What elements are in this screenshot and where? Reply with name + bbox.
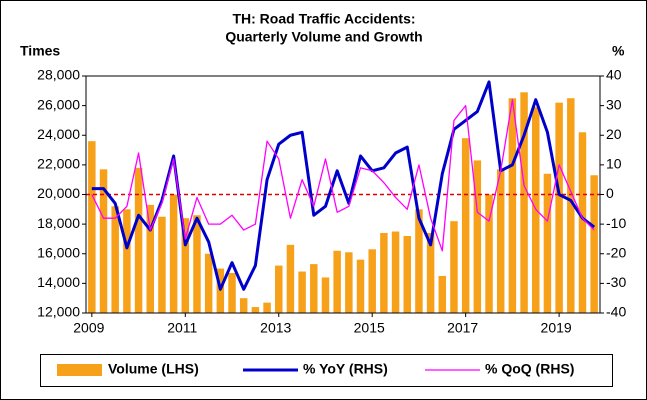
bar <box>310 264 318 313</box>
y2-tick-label: -20 <box>606 244 626 260</box>
bar <box>298 271 306 313</box>
y2-tick-label: 30 <box>606 96 622 112</box>
y2-tick-label: -40 <box>606 304 626 320</box>
legend-box <box>40 354 613 387</box>
y2-tick-label: 20 <box>606 126 622 142</box>
bar <box>123 209 131 313</box>
bar <box>345 252 353 313</box>
bar <box>438 275 447 313</box>
bar <box>391 231 400 313</box>
y-tick-label: 28,000 <box>37 67 80 83</box>
bar <box>146 204 154 313</box>
bar <box>380 233 388 313</box>
bar <box>450 221 458 313</box>
y-tick-label: 14,000 <box>37 274 80 290</box>
bar <box>567 98 575 313</box>
y-tick-label: 22,000 <box>37 156 80 172</box>
legend-swatch <box>57 364 102 376</box>
y-tick-label: 12,000 <box>37 304 80 320</box>
y-tick-label: 26,000 <box>37 96 80 112</box>
bar <box>473 160 482 313</box>
chart-title: Quarterly Volume and Growth <box>225 29 422 45</box>
y-axis-label: Times <box>20 43 60 59</box>
bar <box>251 307 260 313</box>
y-tick-label: 24,000 <box>37 126 80 142</box>
x-tick-label: 2019 <box>541 320 572 336</box>
bar <box>263 302 271 313</box>
y2-tick-label: -30 <box>606 274 626 290</box>
y-tick-label: 18,000 <box>37 215 80 231</box>
legend-label: Volume (LHS) <box>108 361 199 377</box>
bar <box>321 277 330 313</box>
bar <box>508 98 517 313</box>
bar <box>228 273 236 313</box>
y2-tick-label: 40 <box>606 67 622 83</box>
bar <box>239 298 248 313</box>
bar <box>99 169 108 313</box>
chart-title: TH: Road Traffic Accidents: <box>232 11 415 27</box>
bar <box>426 233 435 313</box>
y-tick-label: 20,000 <box>37 185 80 201</box>
bar <box>333 250 341 313</box>
bar <box>134 167 143 313</box>
bar <box>578 132 587 313</box>
bar <box>461 138 470 313</box>
y2-axis-label: % <box>612 43 625 59</box>
bar <box>275 265 283 313</box>
y-tick-label: 16,000 <box>37 244 80 260</box>
bar <box>158 216 166 313</box>
bar <box>169 194 178 313</box>
bar <box>88 141 96 313</box>
bar <box>590 175 598 313</box>
bar <box>543 173 552 313</box>
x-tick-label: 2017 <box>447 320 478 336</box>
bar <box>520 92 528 313</box>
bar <box>368 249 376 313</box>
y2-tick-label: -10 <box>606 215 626 231</box>
x-tick-label: 2011 <box>167 320 197 336</box>
legend-label: % YoY (RHS) <box>303 361 388 377</box>
y2-tick-label: 10 <box>606 156 622 172</box>
x-tick-label: 2013 <box>260 320 291 336</box>
bar <box>496 169 505 313</box>
legend-label: % QoQ (RHS) <box>485 361 574 377</box>
bar <box>485 194 493 313</box>
y2-tick-label: 0 <box>606 185 614 201</box>
bar <box>286 244 295 313</box>
line <box>91 99 595 252</box>
bar <box>204 253 213 313</box>
bar <box>403 235 411 313</box>
bar <box>111 206 119 313</box>
bar <box>415 209 423 313</box>
bar <box>193 215 201 313</box>
x-tick-label: 2015 <box>354 320 385 336</box>
bar <box>181 218 190 313</box>
bar <box>555 102 563 313</box>
bar <box>356 259 365 313</box>
x-tick-label: 2009 <box>73 320 104 336</box>
